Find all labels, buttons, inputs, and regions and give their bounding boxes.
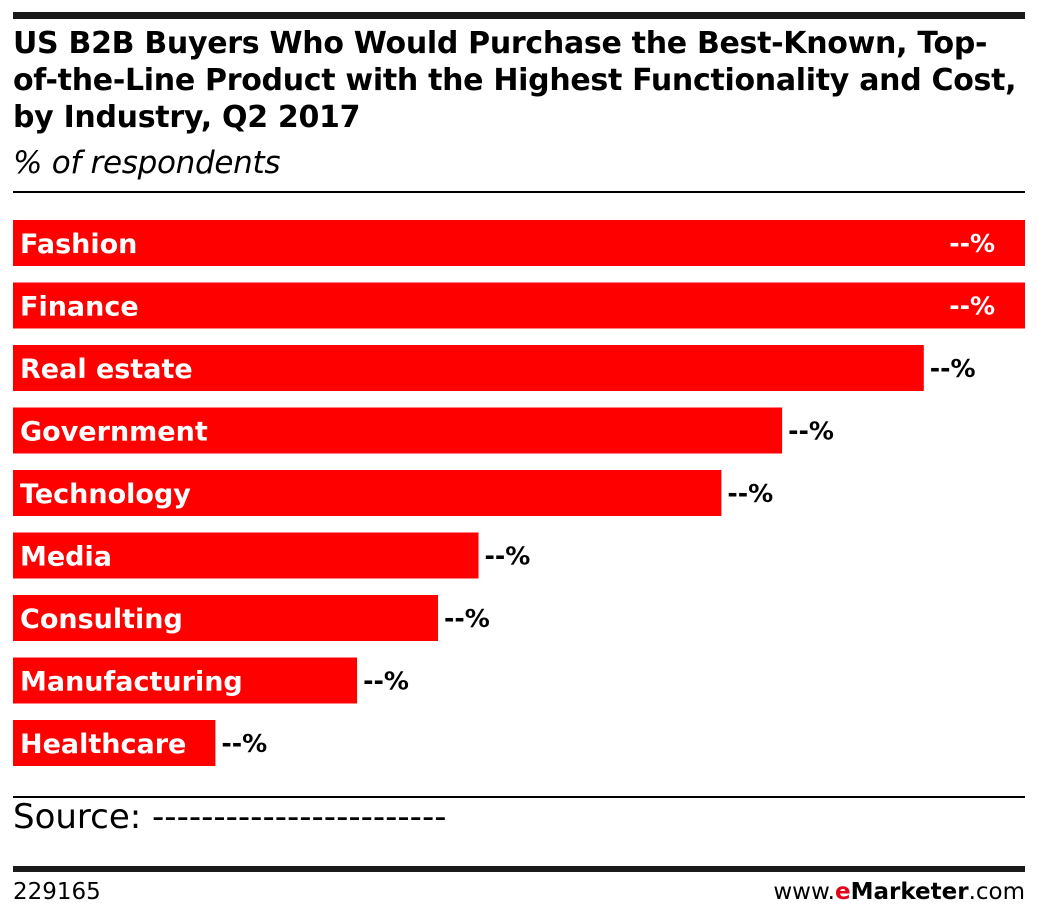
- bottom-rule: [13, 866, 1025, 872]
- value-label-technology: --%: [727, 479, 773, 508]
- brand-name: Marketer: [850, 879, 969, 905]
- bar-finance: [13, 282, 1025, 329]
- category-label-technology: Technology: [20, 479, 191, 510]
- bar-fashion: [13, 220, 1025, 266]
- source-divider: [13, 796, 1025, 798]
- brand-prefix: www.: [773, 879, 835, 905]
- value-label-government: --%: [788, 417, 834, 446]
- bar-manufacturing: [13, 657, 358, 704]
- bar-real-estate: [13, 345, 924, 391]
- bar-healthcare: [13, 720, 216, 766]
- value-label-media: --%: [485, 542, 531, 571]
- header-divider: [13, 191, 1025, 193]
- bar-media: [13, 532, 479, 579]
- chart-title: US B2B Buyers Who Would Purchase the Bes…: [13, 26, 1017, 135]
- bar-government: [13, 407, 783, 454]
- value-label-real-estate: --%: [930, 354, 976, 383]
- chart-subtitle: % of respondents: [13, 145, 281, 181]
- category-label-real-estate: Real estate: [20, 354, 193, 385]
- source-note: Source: ------------------------: [13, 797, 447, 837]
- value-label-finance: --%: [949, 292, 995, 321]
- category-label-healthcare: Healthcare: [20, 729, 186, 760]
- brand-suffix: .com: [968, 879, 1025, 905]
- category-label-consulting: Consulting: [20, 604, 183, 635]
- category-label-finance: Finance: [20, 292, 139, 323]
- bar-technology: [13, 470, 722, 516]
- brand-accent: e: [834, 879, 851, 905]
- bar-consulting: [13, 595, 439, 641]
- value-label-healthcare: --%: [221, 729, 267, 758]
- category-label-fashion: Fashion: [20, 229, 137, 260]
- brand-url[interactable]: www.eMarketer.com: [773, 877, 1025, 907]
- category-label-manufacturing: Manufacturing: [20, 667, 243, 698]
- value-label-fashion: --%: [949, 229, 995, 258]
- category-label-government: Government: [20, 417, 208, 448]
- value-label-manufacturing: --%: [363, 667, 409, 696]
- category-label-media: Media: [20, 542, 112, 573]
- top-rule: [13, 12, 1025, 19]
- value-label-consulting: --%: [444, 604, 490, 633]
- chart-id: 229165: [13, 879, 101, 905]
